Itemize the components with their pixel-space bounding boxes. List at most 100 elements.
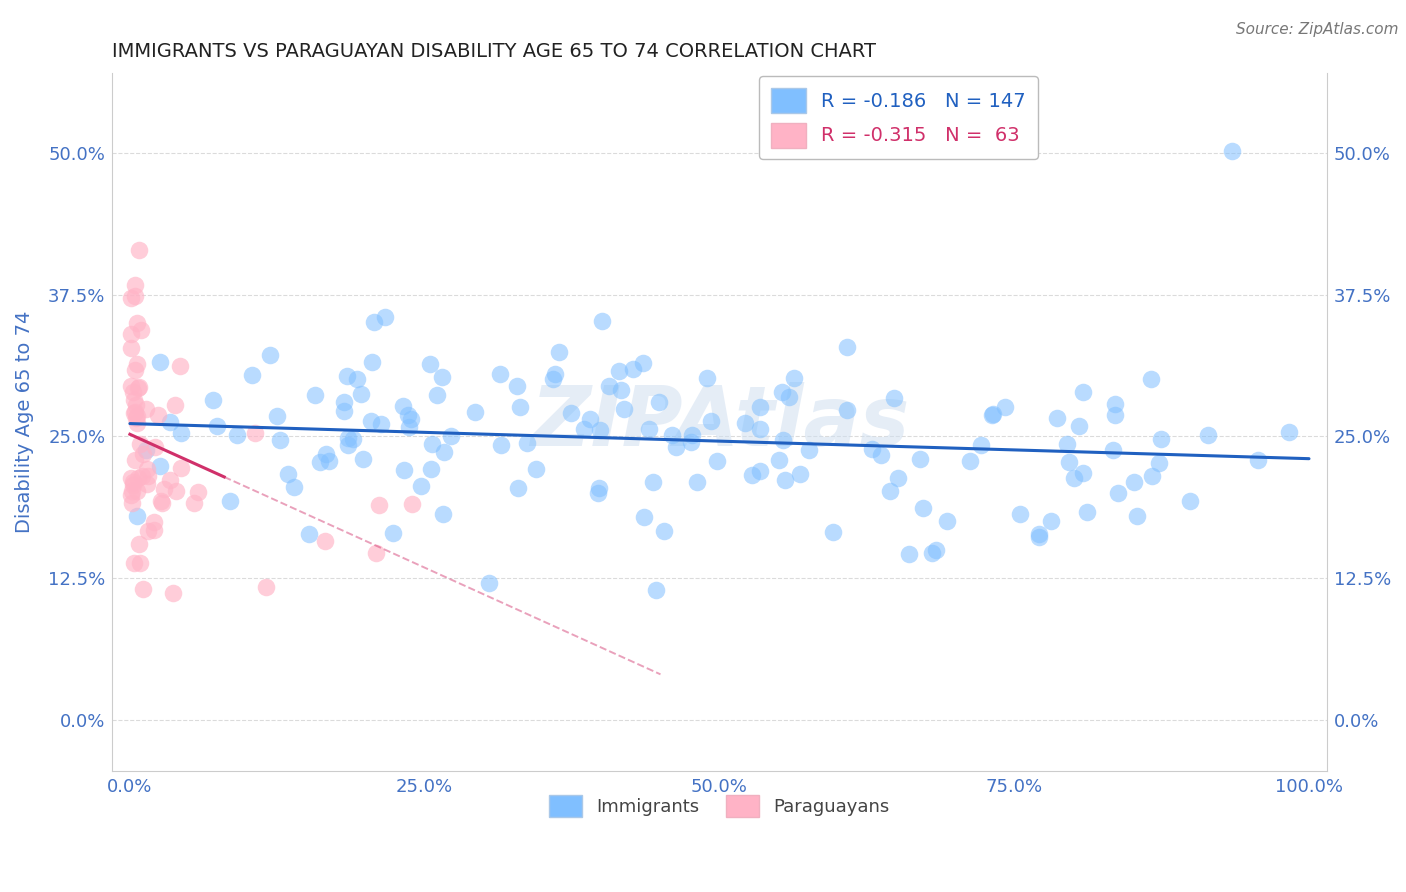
Point — [921, 546, 943, 560]
Point — [789, 467, 811, 482]
Point — [661, 428, 683, 442]
Point — [887, 471, 910, 485]
Point — [1104, 408, 1126, 422]
Point — [1076, 505, 1098, 519]
Point — [370, 417, 392, 431]
Point — [879, 484, 901, 499]
Point — [706, 454, 728, 468]
Point — [120, 471, 142, 485]
Point — [648, 395, 671, 409]
Point — [332, 395, 354, 409]
Point — [430, 370, 453, 384]
Point — [1010, 508, 1032, 522]
Point — [734, 417, 756, 431]
Point — [127, 380, 149, 394]
Point — [489, 438, 512, 452]
Point — [125, 398, 148, 412]
Point — [911, 501, 934, 516]
Point — [1028, 526, 1050, 541]
Point — [128, 536, 150, 550]
Point — [136, 469, 159, 483]
Point — [122, 385, 145, 400]
Point — [579, 412, 602, 426]
Point — [352, 451, 374, 466]
Point — [121, 496, 143, 510]
Point — [136, 462, 159, 476]
Point — [748, 400, 770, 414]
Point — [1140, 469, 1163, 483]
Point — [1123, 475, 1146, 489]
Point — [399, 412, 422, 426]
Text: IMMIGRANTS VS PARAGUAYAN DISABILITY AGE 65 TO 74 CORRELATION CHART: IMMIGRANTS VS PARAGUAYAN DISABILITY AGE … — [112, 42, 876, 61]
Point — [1150, 432, 1173, 446]
Point — [426, 388, 449, 402]
Point — [835, 341, 858, 355]
Point — [127, 471, 149, 485]
Point — [897, 547, 920, 561]
Point — [254, 580, 277, 594]
Point — [259, 348, 281, 362]
Point — [609, 383, 631, 397]
Point — [187, 484, 209, 499]
Point — [1046, 411, 1069, 425]
Point — [681, 434, 703, 449]
Point — [396, 409, 419, 423]
Point — [686, 475, 709, 490]
Point — [333, 403, 356, 417]
Point — [124, 362, 146, 376]
Point — [152, 496, 174, 510]
Point — [350, 387, 373, 401]
Point — [433, 445, 456, 459]
Point — [1101, 442, 1123, 457]
Point — [835, 403, 858, 417]
Point — [335, 369, 357, 384]
Point — [125, 409, 148, 424]
Point — [124, 453, 146, 467]
Point — [970, 438, 993, 452]
Point — [219, 494, 242, 508]
Point — [925, 543, 948, 558]
Point — [420, 437, 443, 451]
Point — [588, 481, 610, 495]
Point — [506, 378, 529, 392]
Point — [768, 453, 790, 467]
Point — [128, 379, 150, 393]
Point — [1063, 471, 1085, 485]
Point — [124, 278, 146, 293]
Point — [127, 483, 149, 498]
Point — [560, 407, 582, 421]
Point — [165, 483, 187, 498]
Point — [170, 461, 193, 475]
Point — [122, 406, 145, 420]
Point — [315, 447, 337, 461]
Point — [374, 310, 396, 325]
Text: Source: ZipAtlas.com: Source: ZipAtlas.com — [1236, 22, 1399, 37]
Point — [607, 364, 630, 378]
Point — [478, 575, 501, 590]
Point — [121, 477, 143, 491]
Point — [1125, 508, 1147, 523]
Point — [364, 546, 387, 560]
Point — [401, 498, 423, 512]
Point — [1139, 372, 1161, 386]
Point — [360, 413, 382, 427]
Point — [143, 524, 166, 538]
Point — [346, 372, 368, 386]
Point — [149, 458, 172, 473]
Point — [799, 443, 821, 458]
Point — [572, 422, 595, 436]
Point — [778, 390, 800, 404]
Point — [870, 448, 893, 462]
Point — [277, 467, 299, 481]
Point — [124, 556, 146, 570]
Point — [124, 411, 146, 425]
Text: ZIPAtlas: ZIPAtlas — [530, 382, 910, 463]
Point — [1071, 385, 1094, 400]
Point — [226, 428, 249, 442]
Point — [129, 436, 152, 450]
Point — [908, 451, 931, 466]
Point — [145, 441, 167, 455]
Point — [361, 355, 384, 369]
Point — [935, 514, 957, 528]
Point — [419, 357, 441, 371]
